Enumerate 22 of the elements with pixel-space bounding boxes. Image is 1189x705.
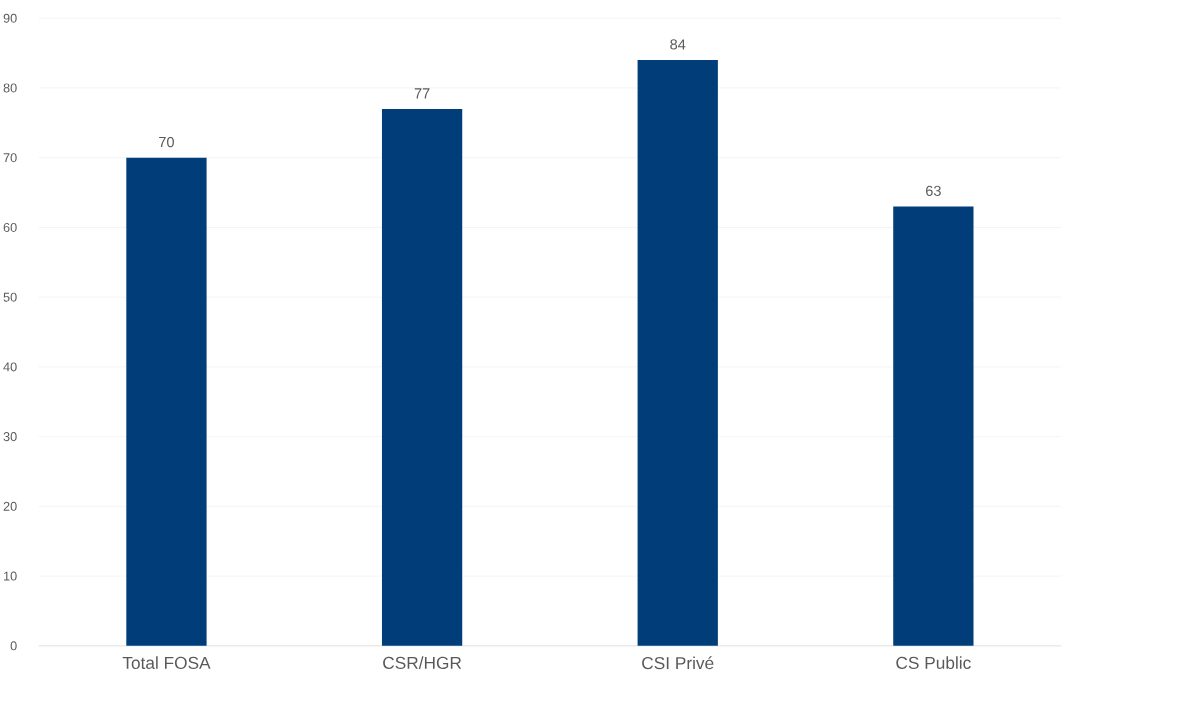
bar	[381, 108, 463, 646]
y-tick-label: 30	[3, 432, 17, 442]
data-label: 84	[670, 39, 686, 50]
data-label: 63	[926, 185, 941, 196]
y-tick-label: 80	[3, 83, 17, 93]
y-tick-label: 0	[10, 641, 17, 651]
x-tick-label: Total FOSA	[122, 656, 211, 669]
bar	[637, 60, 718, 646]
x-tick-label: CSI Privé	[642, 656, 714, 670]
y-tick-label: 50	[3, 292, 17, 302]
y-tick-label: 60	[3, 222, 17, 232]
y-tick-label: 40	[3, 362, 17, 372]
bar	[893, 206, 974, 646]
data-label: 77	[414, 88, 430, 99]
x-tick-label: CSR/HGR	[383, 656, 462, 669]
x-tick-label: CS Public	[896, 656, 971, 669]
y-tick-label: 70	[3, 153, 17, 163]
bar	[126, 157, 207, 646]
y-tick-label: 10	[4, 571, 17, 581]
y-tick-label: 90	[3, 13, 17, 23]
y-tick-label: 20	[3, 501, 17, 511]
data-label: 70	[159, 136, 174, 148]
